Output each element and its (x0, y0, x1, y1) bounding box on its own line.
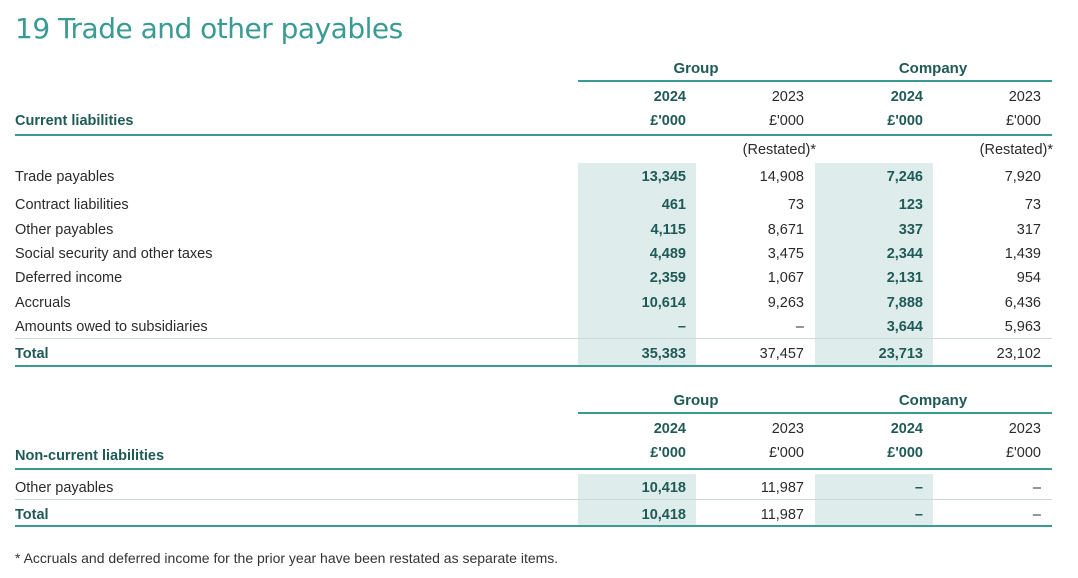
row-label: Contract liabilities (15, 197, 129, 213)
row-label: Trade payables (15, 169, 115, 185)
cell-company-2024: 123 (898, 197, 923, 213)
company-restated-note: (Restated)* (979, 142, 1053, 158)
total-group-2024: 35,383 (641, 346, 686, 362)
cell-group-2024: 4,489 (649, 246, 686, 262)
cell-company-2023: 954 (1016, 270, 1041, 286)
group-header: Group (673, 60, 719, 77)
cell-company-2024: 2,344 (886, 246, 923, 262)
nc-total-company-2024: – (914, 507, 923, 523)
group-year-2024: 2024 (653, 89, 686, 105)
row-label: Amounts owed to subsidiaries (15, 319, 208, 335)
nc-company-unit-2024: £'000 (887, 445, 923, 461)
cell-group-2023: 3,475 (767, 246, 804, 262)
cell-company-2023: 6,436 (1004, 295, 1041, 311)
nc-total-group-2024: 10,418 (641, 507, 686, 523)
company-header: Company (898, 60, 968, 77)
group-year-2023: 2023 (771, 89, 804, 105)
row-label: Other payables (15, 222, 114, 238)
cell-group-2023: 73 (787, 197, 804, 213)
cell-company-2024: 7,246 (886, 169, 923, 185)
nc-total-company-2023: – (1032, 507, 1041, 523)
nc-group-unit-2024: £'000 (650, 445, 686, 461)
total-label: Total (15, 346, 49, 362)
nc-group-header: Group (673, 392, 719, 409)
row-label: Social security and other taxes (15, 246, 213, 262)
row-label: Other payables (15, 480, 114, 496)
cell-company-2024: 3,644 (886, 319, 923, 335)
row-label: Deferred income (15, 270, 123, 286)
cell-group-2023: 14,908 (759, 169, 804, 185)
cell-group-2024: – (677, 319, 686, 335)
cell-company-2024: 7,888 (886, 295, 923, 311)
footnote: * Accruals and deferred income for the p… (15, 550, 559, 566)
cell-group-2024: 2,359 (649, 270, 686, 286)
cell-group-2023: 11,987 (760, 480, 804, 496)
section-current-liabilities: Current liabilities (15, 113, 134, 129)
nc-group-year-2024: 2024 (653, 421, 686, 437)
cell-group-2023: – (795, 319, 804, 335)
nc-company-unit-2023: £'000 (1005, 445, 1041, 461)
cell-company-2023: 317 (1016, 222, 1041, 238)
nc-company-year-2023: 2023 (1008, 421, 1041, 437)
cell-group-2024: 10,614 (641, 295, 686, 311)
nc-group-2024-shade (578, 474, 696, 526)
cell-company-2024: 2,131 (886, 270, 923, 286)
section-noncurrent-liabilities: Non-current liabilities (15, 448, 165, 464)
cell-company-2023: 7,920 (1004, 169, 1041, 185)
cell-company-2024: 337 (898, 222, 923, 238)
cell-company-2023: 1,439 (1004, 246, 1041, 262)
nc-company-year-2024: 2024 (890, 421, 923, 437)
company-unit-2023: £'000 (1005, 113, 1041, 129)
nc-group-year-2023: 2023 (771, 421, 804, 437)
cell-group-2023: 1,067 (767, 270, 804, 286)
cell-company-2024: – (914, 480, 923, 496)
group-restated-note: (Restated)* (742, 142, 816, 158)
total-company-2023: 23,102 (996, 346, 1041, 362)
nc-company-2024-shade (815, 474, 933, 526)
cell-company-2023: 73 (1024, 197, 1041, 213)
company-year-2024: 2024 (890, 89, 923, 105)
group-unit-2024: £'000 (650, 113, 686, 129)
group-2024-shade (578, 163, 696, 366)
company-year-2023: 2023 (1008, 89, 1041, 105)
row-label: Accruals (15, 295, 71, 311)
cell-group-2024: 13,345 (641, 169, 686, 185)
total-group-2023: 37,457 (759, 346, 804, 362)
cell-company-2023: – (1032, 480, 1041, 496)
group-unit-2023: £'000 (768, 113, 804, 129)
nc-group-unit-2023: £'000 (768, 445, 804, 461)
page-title: 19 Trade and other payables (15, 12, 403, 45)
nc-company-header: Company (898, 392, 968, 409)
company-unit-2024: £'000 (887, 113, 923, 129)
cell-group-2024: 10,418 (641, 480, 686, 496)
total-company-2024: 23,713 (878, 346, 923, 362)
cell-group-2024: 4,115 (650, 222, 687, 238)
cell-company-2023: 5,963 (1004, 319, 1041, 335)
cell-group-2024: 461 (661, 197, 686, 213)
nc-total-label: Total (15, 507, 49, 523)
cell-group-2023: 9,263 (767, 295, 804, 311)
nc-total-group-2023: 11,987 (760, 507, 804, 523)
cell-group-2023: 8,671 (767, 222, 804, 238)
company-2024-shade (815, 163, 933, 366)
